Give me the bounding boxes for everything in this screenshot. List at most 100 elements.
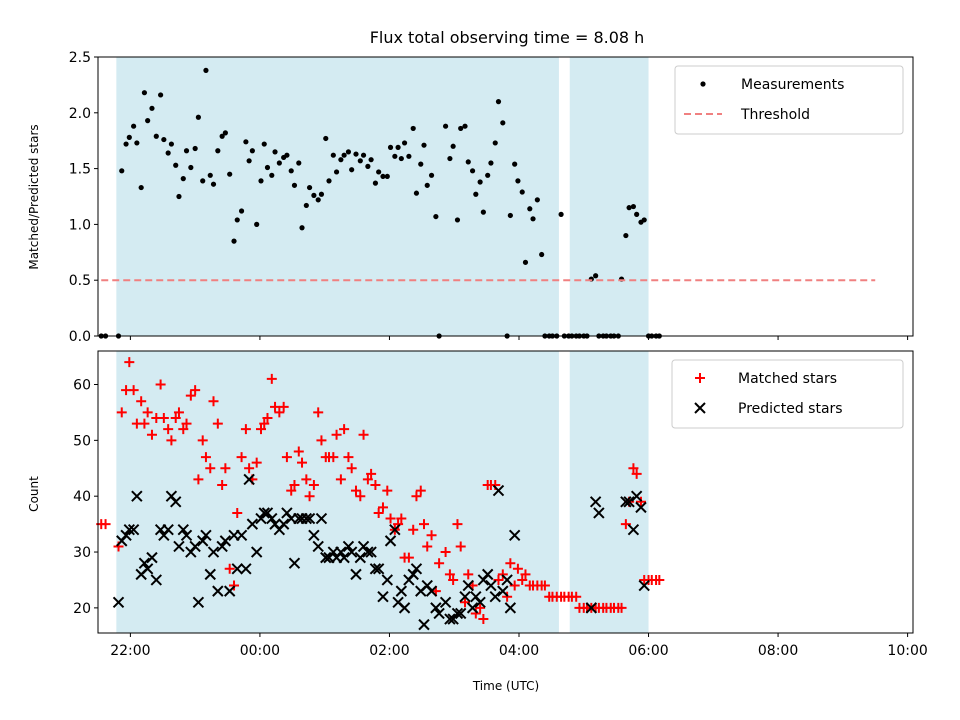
predicted-stars-point bbox=[207, 546, 220, 558]
predicted-stars-point bbox=[451, 607, 464, 620]
measurement-point bbox=[447, 155, 453, 162]
measurement-point bbox=[623, 232, 629, 239]
measurement-point bbox=[392, 153, 398, 159]
matched-stars-point bbox=[190, 385, 201, 396]
measurement-point bbox=[401, 140, 408, 146]
measurement-point bbox=[258, 178, 264, 184]
axes-frame bbox=[97, 350, 914, 634]
matched-stars-point bbox=[382, 485, 393, 496]
matched-stars-point bbox=[373, 507, 384, 518]
predicted-stars-point bbox=[312, 540, 324, 553]
measurement-point bbox=[222, 130, 228, 136]
matched-stars-point bbox=[259, 418, 270, 429]
measurement-point bbox=[485, 172, 491, 178]
matched-stars-point bbox=[463, 569, 474, 580]
predicted-stars-point bbox=[123, 523, 136, 536]
measurement-point bbox=[630, 203, 637, 210]
x-tick-label: 22:00 bbox=[110, 643, 150, 659]
measurement-point bbox=[372, 180, 379, 186]
predicted-stars-point bbox=[620, 496, 632, 508]
matched-stars-point bbox=[281, 452, 292, 463]
matched-stars-point bbox=[331, 429, 342, 440]
predicted-stars-point bbox=[362, 546, 374, 558]
measurement-point bbox=[376, 169, 382, 175]
predicted-stars-point bbox=[418, 618, 430, 631]
predicted-stars-point bbox=[231, 563, 243, 575]
predicted-stars-point bbox=[369, 563, 382, 575]
predicted-stars-point bbox=[335, 546, 347, 558]
predicted-stars-point bbox=[277, 518, 290, 530]
predicted-stars-point bbox=[246, 518, 259, 530]
matched-stars-point bbox=[205, 463, 216, 474]
matched-stars-point bbox=[163, 424, 174, 435]
predicted-stars-point bbox=[365, 546, 377, 558]
legend-label: Predicted stars bbox=[738, 401, 843, 417]
measurement-point bbox=[161, 136, 167, 143]
measurement-point bbox=[330, 152, 336, 158]
matched-stars-point bbox=[278, 401, 289, 412]
matched-stars-point bbox=[328, 452, 339, 463]
measurement-point bbox=[299, 225, 305, 231]
predicted-stars-point bbox=[266, 512, 278, 525]
predicted-stars-point bbox=[219, 535, 232, 547]
measurement-point bbox=[326, 178, 332, 184]
predicted-stars-point bbox=[593, 507, 605, 519]
x-tick-label: 06:00 bbox=[628, 643, 668, 659]
matched-stars-point bbox=[124, 357, 135, 368]
series-predicted-stars bbox=[112, 473, 650, 631]
matched-stars-point bbox=[224, 563, 235, 574]
predicted-stars-point bbox=[508, 529, 521, 541]
measurement-point bbox=[410, 125, 416, 132]
matched-stars-point bbox=[444, 569, 455, 580]
predicted-stars-point bbox=[462, 579, 474, 592]
measurement-point bbox=[534, 197, 540, 203]
observing-window-0 bbox=[116, 351, 559, 633]
legend-box bbox=[674, 65, 904, 135]
matched-stars-point bbox=[251, 457, 262, 468]
predicted-stars-point bbox=[258, 507, 270, 519]
predicted-stars-point bbox=[138, 557, 151, 569]
measurement-point bbox=[519, 189, 525, 195]
predicted-stars-point bbox=[638, 579, 650, 592]
predicted-stars-point bbox=[481, 568, 494, 581]
matched-stars-point bbox=[262, 413, 273, 424]
measurement-point bbox=[173, 162, 179, 168]
matched-stars-point bbox=[212, 418, 223, 429]
measurement-point bbox=[176, 193, 182, 200]
measurement-point bbox=[153, 133, 159, 139]
measurement-point bbox=[357, 158, 363, 164]
predicted-stars-point bbox=[131, 490, 143, 502]
measurement-point bbox=[462, 123, 468, 129]
measurement-point bbox=[215, 148, 221, 154]
measurement-point bbox=[442, 123, 449, 129]
measurement-point bbox=[421, 142, 427, 148]
matched-stars-point bbox=[185, 390, 196, 401]
y-tick-label: 2.5 bbox=[69, 50, 91, 66]
matched-stars-point bbox=[208, 396, 219, 407]
predicted-stars-point bbox=[585, 602, 598, 614]
measurement-point bbox=[530, 216, 536, 222]
measurement-point bbox=[272, 149, 278, 155]
matched-stars-point bbox=[478, 614, 489, 625]
measurement-point bbox=[634, 211, 640, 217]
matched-stars-point bbox=[193, 474, 204, 485]
matched-stars-point bbox=[128, 385, 139, 396]
measurement-point bbox=[413, 190, 420, 196]
measurement-point bbox=[261, 141, 267, 147]
matched-stars-point bbox=[448, 574, 459, 585]
top-y-axis-label: Matched/Predicted stars bbox=[27, 124, 41, 269]
predicted-stars-point bbox=[170, 496, 182, 508]
legend-label: Measurements bbox=[741, 77, 844, 93]
y-tick-label: 30 bbox=[73, 545, 91, 561]
measurement-point bbox=[306, 184, 313, 191]
matched-stars-point bbox=[370, 480, 381, 491]
matched-stars-point bbox=[343, 452, 354, 463]
matched-stars-point bbox=[571, 591, 582, 602]
predicted-stars-point bbox=[497, 585, 509, 597]
measurement-point bbox=[365, 163, 371, 169]
x-tick-label: 04:00 bbox=[499, 643, 539, 659]
matched-stars-point bbox=[155, 379, 166, 390]
predicted-stars-point bbox=[485, 579, 497, 592]
bottom-panel-counts: 20 30 40 50 60 22:00 00:00 02:00 04:00 06:00 08:00… bbox=[73, 350, 928, 659]
